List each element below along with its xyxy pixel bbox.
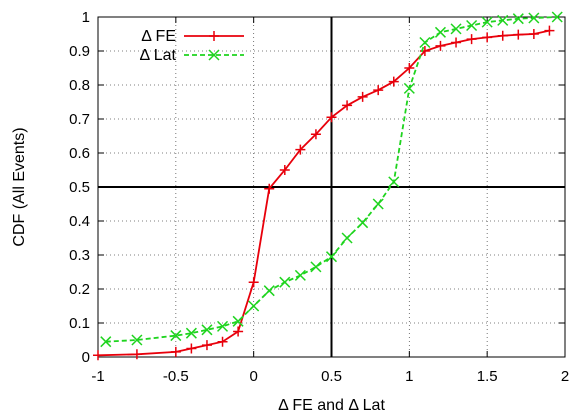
data-point-fe	[93, 350, 103, 361]
legend-entry-fe: Δ FE	[141, 28, 244, 45]
data-point-fe	[528, 29, 539, 39]
data-point-fe	[170, 346, 181, 357]
data-point-fe	[497, 30, 508, 41]
axes-layer: -1 -0.5 0 0.5 1 1.5 2 0 0.1 0.2 0.3 0.4 0.5 0.6 0.7 0.8…	[69, 9, 569, 385]
data-point-lat	[403, 82, 415, 94]
x-axis-label: Δ FE and Δ Lat	[278, 397, 385, 414]
y-tick-label: 0	[82, 349, 90, 366]
data-point-lat	[263, 285, 275, 297]
data-point-fe	[295, 144, 306, 155]
data-point-fe	[279, 165, 290, 175]
x-tick-label: 2	[561, 368, 569, 385]
data-point-fe	[451, 37, 462, 48]
data-point-fe	[544, 25, 555, 36]
y-tick-label: 0.7	[69, 111, 90, 128]
data-point-fe	[373, 85, 384, 96]
data-point-lat	[450, 23, 462, 35]
data-point-lat	[279, 276, 291, 288]
data-point-lat	[294, 269, 306, 281]
data-point-lat	[372, 198, 384, 210]
x-tick-label: 1.5	[477, 368, 498, 385]
data-point-lat	[551, 11, 563, 23]
series-layer	[93, 11, 563, 361]
data-point-lat	[232, 315, 244, 327]
data-point-fe	[131, 349, 142, 360]
x-tick-label: 0	[249, 368, 257, 385]
data-point-lat	[497, 14, 509, 26]
x-tick-label: 0.5	[321, 368, 342, 385]
y-tick-label: 0.5	[69, 179, 90, 196]
data-point-lat	[434, 26, 446, 38]
data-point-fe	[310, 129, 321, 140]
x-tick-label: 1	[405, 368, 413, 385]
data-point-lat	[185, 327, 197, 339]
y-tick-label: 0.1	[69, 315, 90, 332]
data-point-fe	[482, 32, 493, 43]
data-point-fe	[248, 277, 259, 288]
data-point-fe	[264, 183, 275, 194]
data-point-fe	[217, 336, 228, 347]
y-tick-label: 0.8	[69, 77, 90, 94]
data-point-lat	[419, 36, 431, 49]
data-point-fe	[404, 63, 415, 73]
data-point-lat	[466, 19, 478, 32]
y-tick-label: 1	[82, 9, 90, 26]
data-point-fe	[513, 29, 524, 40]
data-point-lat	[100, 336, 112, 348]
y-axis-label: CDF (All Events)	[11, 127, 28, 246]
data-point-lat	[325, 251, 338, 263]
data-point-fe	[388, 76, 399, 87]
data-point-lat	[131, 334, 143, 346]
legend-label-fe: Δ FE	[141, 28, 176, 45]
legend-marker-lat	[208, 49, 220, 61]
data-point-fe	[342, 100, 353, 111]
data-point-lat	[512, 13, 524, 25]
x-tick-label: -1	[91, 368, 104, 385]
data-point-fe	[201, 340, 212, 351]
data-point-lat	[481, 16, 493, 28]
y-tick-label: 0.3	[69, 247, 90, 264]
data-point-lat	[357, 217, 369, 229]
data-point-fe	[326, 112, 337, 123]
data-point-lat	[217, 320, 229, 332]
y-tick-label: 0.9	[69, 43, 90, 60]
data-point-lat	[528, 12, 540, 24]
legend-marker-fe	[209, 31, 219, 41]
data-point-lat	[201, 324, 213, 336]
y-tick-label: 0.2	[69, 281, 90, 298]
x-tick-label: -0.5	[163, 368, 189, 385]
series-line-fe	[97, 29, 550, 357]
data-point-fe	[357, 91, 368, 102]
data-point-fe	[466, 34, 477, 45]
y-tick-label: 0.4	[69, 213, 90, 230]
series-fe	[93, 25, 555, 361]
data-point-lat	[248, 300, 260, 312]
y-tick-label: 0.6	[69, 145, 90, 162]
legend: Δ FE Δ Lat	[140, 28, 244, 64]
data-point-fe	[435, 40, 446, 51]
data-point-lat	[170, 330, 182, 342]
data-point-lat	[310, 261, 322, 273]
data-point-fe	[233, 326, 244, 337]
series-lat	[100, 11, 563, 348]
data-point-fe	[186, 343, 197, 354]
data-point-lat	[388, 176, 400, 188]
data-point-lat	[341, 232, 353, 244]
legend-entry-lat: Δ Lat	[140, 47, 244, 64]
legend-label-lat: Δ Lat	[140, 47, 177, 64]
